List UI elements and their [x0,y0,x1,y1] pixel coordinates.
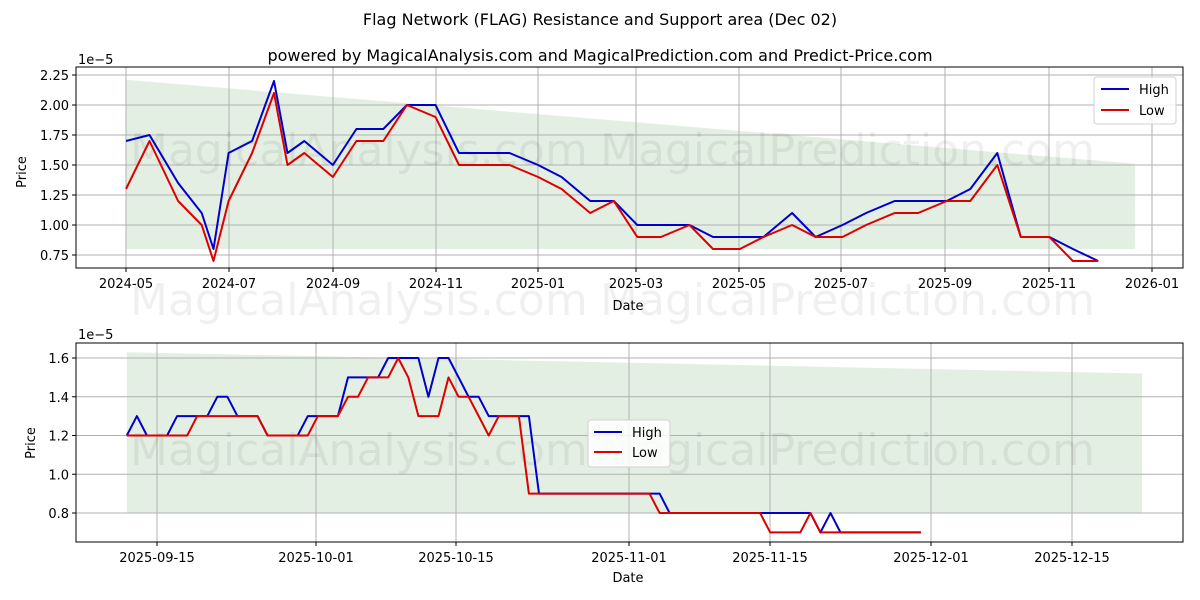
y-tick-label: 1.4 [48,391,69,406]
legend-low-label: Low [1139,104,1165,119]
x-tick-label: 2025-07 [814,277,868,292]
series-high-line [125,80,1099,262]
x-tick-label: 2025-11-15 [732,551,808,566]
svg-text:MagicalAnalysis.com: MagicalAnalysis.com [130,425,588,476]
x-tick-label: 2025-09-15 [119,551,195,566]
x-tick-label: 2025-11-01 [591,551,667,566]
x-tick-label: 2025-11 [1022,277,1076,292]
bottom-watermark: MagicalAnalysis.com MagicalPrediction.com [130,425,1095,476]
x-tick-label: 2025-10-01 [278,551,354,566]
y-tick-label: 1.75 [40,129,69,144]
top-series-lines [125,80,1099,262]
y-tick-label: 1.25 [40,189,69,204]
x-tick-label: 2025-12-01 [893,551,969,566]
x-tick-label: 2025-09 [918,277,972,292]
top-x-axis-label: Date [612,299,643,314]
svg-text:MagicalPrediction.com: MagicalPrediction.com [600,425,1095,476]
y-tick-label: 0.75 [40,249,69,264]
top-legend: High Low [1093,76,1177,125]
bottom-y-axis: 0.8 1.0 1.2 1.4 1.6 [48,352,76,522]
x-tick-label: 2024-11 [409,277,463,292]
top-x-axis: 2024-05 2024-07 2024-09 2024-11 2025-01 2025-… [99,268,1179,292]
top-price-chart: MagicalAnalysis.com MagicalPrediction.com… [15,53,1184,326]
bottom-series-lines [125,357,921,534]
bottom-price-chart: MagicalAnalysis.com MagicalPrediction.com… [24,328,1184,586]
top-y-axis: 0.75 1.00 1.25 1.50 1.75 2.00 2.25 [40,69,76,264]
top-y-axis-label: Price [15,156,30,188]
y-tick-label: 2.25 [40,69,69,84]
bottom-x-axis-label: Date [612,571,643,586]
chart-title: Flag Network (FLAG) Resistance and Suppo… [362,10,838,29]
y-tick-label: 0.8 [48,507,69,522]
legend-high-label: High [632,426,662,441]
top-y-scale-label: 1e−5 [78,53,113,68]
x-tick-label: 2025-12-15 [1034,551,1110,566]
y-tick-label: 1.00 [40,219,69,234]
series-low-line [126,357,921,534]
legend-low-label: Low [632,446,658,461]
x-tick-label: 2025-01 [511,277,565,292]
x-tick-label: 2024-09 [306,277,360,292]
svg-text:MagicalPrediction.com: MagicalPrediction.com [600,275,1095,326]
bottom-x-axis: 2025-09-15 2025-10-01 2025-10-15 2025-11-01… [119,542,1110,566]
x-tick-label: 2024-05 [99,277,153,292]
x-tick-label: 2025-05 [712,277,766,292]
series-low-line [125,92,1099,262]
chart-subtitle: powered by MagicalAnalysis.com and Magic… [267,46,933,65]
y-tick-label: 1.2 [48,430,69,445]
x-tick-label: 2024-07 [202,277,256,292]
y-tick-label: 1.6 [48,352,69,367]
bottom-y-scale-label: 1e−5 [78,328,113,343]
top-watermark: MagicalAnalysis.com MagicalPrediction.com… [130,125,1095,326]
x-tick-label: 2025-10-15 [418,551,494,566]
svg-text:MagicalAnalysis.com: MagicalAnalysis.com [130,275,588,326]
x-tick-label: 2025-03 [609,277,663,292]
bottom-y-axis-label: Price [24,427,39,459]
svg-text:MagicalPrediction.com: MagicalPrediction.com [600,125,1095,176]
bottom-legend: High Low [587,419,671,468]
x-tick-label: 2026-01 [1125,277,1179,292]
y-tick-label: 1.50 [40,159,69,174]
svg-text:MagicalAnalysis.com: MagicalAnalysis.com [130,125,588,176]
legend-high-label: High [1139,83,1169,98]
y-tick-label: 2.00 [40,99,69,114]
y-tick-label: 1.0 [48,468,69,483]
top-axes-frame [75,66,1184,269]
